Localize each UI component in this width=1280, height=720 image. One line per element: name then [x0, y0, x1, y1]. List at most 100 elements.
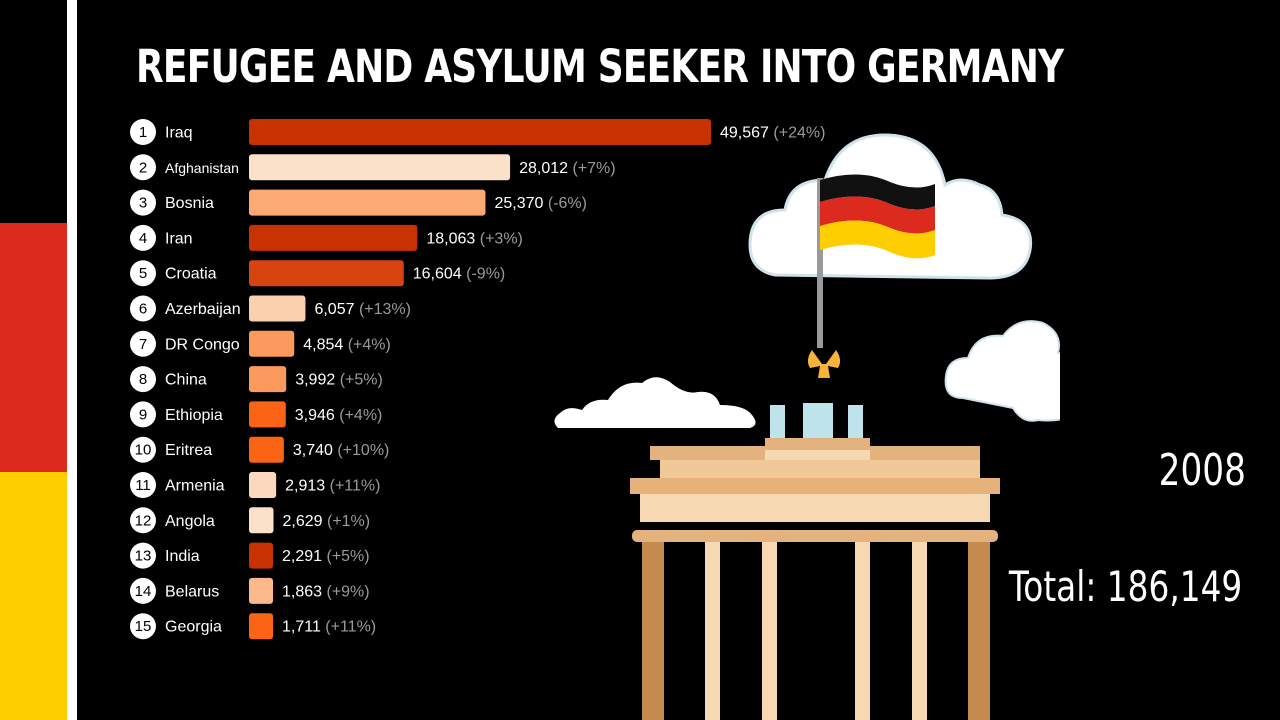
- category-label: Belarus: [165, 583, 219, 600]
- category-label: Bosnia: [165, 195, 214, 212]
- rank-label: 14: [135, 583, 152, 600]
- category-label: China: [165, 372, 207, 389]
- cloud-icon: [554, 377, 756, 428]
- category-label: Croatia: [165, 266, 217, 283]
- rank-label: 9: [139, 406, 147, 423]
- rank-badge: [130, 577, 156, 604]
- value-label: 3,946 (+4%): [295, 407, 383, 424]
- rank-badge: [130, 613, 156, 640]
- rank-label: 4: [139, 230, 147, 247]
- rank-badge: [130, 224, 156, 251]
- change-label: (+24%): [773, 125, 825, 142]
- bar: [249, 542, 273, 569]
- change-label: (+1%): [327, 513, 370, 530]
- rank-badge: [130, 295, 156, 322]
- value-number: 6,057: [314, 301, 358, 318]
- value-number: 3,946: [295, 407, 339, 424]
- rank-label: 8: [139, 371, 147, 388]
- bar: [249, 330, 295, 357]
- category-label: Iraq: [165, 125, 193, 142]
- bar: [249, 366, 287, 393]
- value-number: 2,913: [285, 478, 329, 495]
- rank-label: 13: [135, 548, 152, 565]
- year-label: 2008: [1158, 445, 1246, 496]
- rank-badge: [130, 401, 156, 428]
- value-number: 2,291: [282, 548, 326, 565]
- total-label: Total: 186,149: [1008, 562, 1242, 611]
- change-label: (-9%): [466, 266, 505, 283]
- rank-badge: [130, 436, 156, 463]
- value-number: 28,012: [519, 160, 572, 177]
- rank-label: 5: [139, 265, 147, 282]
- change-label: (+5%): [340, 372, 383, 389]
- bar: [249, 260, 404, 287]
- value-label: 49,567 (+24%): [720, 125, 825, 142]
- rank-label: 12: [135, 512, 152, 529]
- change-label: (-6%): [548, 195, 587, 212]
- category-label: DR Congo: [165, 336, 240, 353]
- change-label: (+5%): [326, 548, 369, 565]
- change-label: (+9%): [326, 583, 369, 600]
- value-number: 4,854: [303, 336, 347, 353]
- rank-badge: [130, 330, 156, 357]
- category-label: Armenia: [165, 478, 225, 495]
- rank-badge: [130, 472, 156, 498]
- value-number: 2,629: [283, 513, 327, 530]
- category-label: Angola: [165, 513, 215, 530]
- value-label: 18,063 (+3%): [426, 230, 523, 247]
- rank-badge: [130, 260, 156, 287]
- german-flag-icon: [817, 174, 935, 348]
- bar: [249, 613, 273, 640]
- bar: [249, 401, 286, 428]
- value-number: 16,604: [413, 266, 466, 283]
- category-label: India: [165, 548, 200, 565]
- rank-label: 6: [139, 301, 147, 318]
- value-label: 6,057 (+13%): [314, 301, 411, 318]
- bar: [249, 224, 418, 251]
- rank-badge: [130, 189, 156, 216]
- value-label: 4,854 (+4%): [303, 336, 391, 353]
- value-label: 1,711 (+11%): [282, 619, 376, 636]
- flag-stripe-gold: [0, 472, 67, 720]
- brandenburg-gate-icon: [630, 350, 1000, 720]
- rank-badge: [130, 507, 156, 534]
- value-number: 49,567: [720, 125, 773, 142]
- change-label: (+7%): [572, 160, 615, 177]
- category-label: Eritrea: [165, 442, 212, 459]
- bar: [249, 472, 277, 498]
- value-label: 3,992 (+5%): [295, 372, 383, 389]
- rank-label: 7: [139, 336, 147, 353]
- rank-badge: [130, 119, 156, 145]
- bar: [249, 436, 284, 463]
- rank-label: 3: [139, 195, 147, 212]
- value-label: 3,740 (+10%): [293, 442, 390, 459]
- change-label: (+11%): [325, 619, 376, 636]
- value-label: 25,370 (-6%): [494, 195, 587, 212]
- category-label: Iran: [165, 230, 193, 247]
- bar: [249, 295, 306, 322]
- value-number: 18,063: [426, 230, 479, 247]
- rank-badge: [130, 542, 156, 569]
- change-label: (+3%): [480, 230, 523, 247]
- rank-label: 11: [135, 477, 151, 494]
- divider-bar: [67, 0, 77, 720]
- bar: [249, 154, 511, 181]
- value-number: 1,711: [282, 619, 325, 636]
- bar: [249, 577, 273, 604]
- value-number: 1,863: [282, 583, 326, 600]
- rank-label: 1: [139, 124, 147, 141]
- value-number: 25,370: [494, 195, 547, 212]
- change-label: (+4%): [348, 336, 391, 353]
- change-label: (+11%): [330, 478, 381, 495]
- change-label: (+4%): [339, 407, 382, 424]
- change-label: (+10%): [337, 442, 389, 459]
- value-number: 3,992: [295, 372, 339, 389]
- category-label: Afghanistan: [165, 160, 239, 176]
- cloud-icon: [944, 320, 1060, 422]
- flag-stripe-black: [0, 0, 67, 223]
- rank-badge: [130, 154, 156, 181]
- change-label: (+13%): [359, 301, 411, 318]
- german-flag-stripe: [0, 0, 67, 720]
- flag-stripe-red: [0, 223, 67, 472]
